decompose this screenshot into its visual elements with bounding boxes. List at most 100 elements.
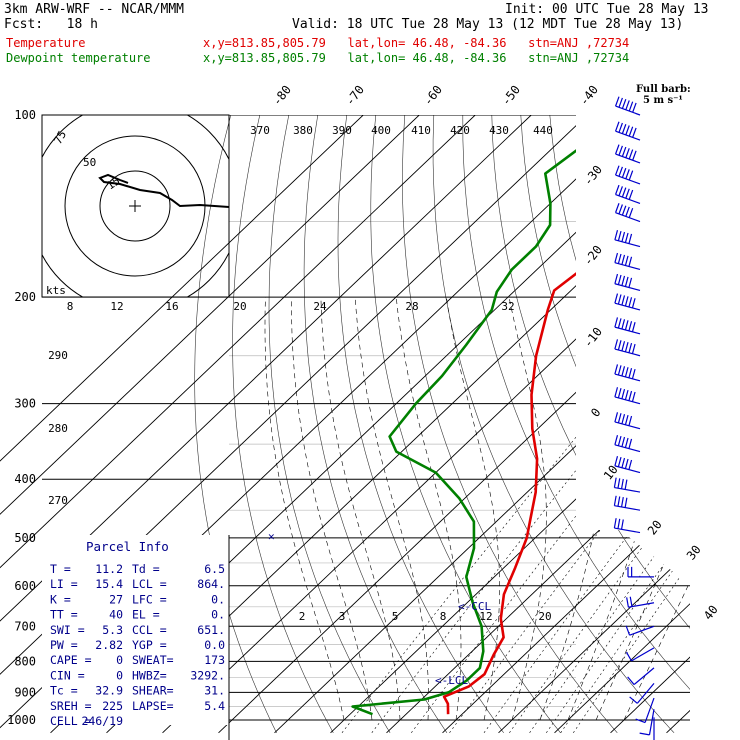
theta-labels: 370 380 390 400 410 420 430 440 290 280 270 xyxy=(48,124,553,507)
wind-barb xyxy=(626,596,655,608)
mixing-ratio-label: 2 xyxy=(299,610,306,623)
dry-adiabat xyxy=(549,115,690,734)
isotherm-label: 0 xyxy=(588,405,603,419)
isotherm-label: 30 xyxy=(684,543,704,563)
mixing-ratio-label: 20 xyxy=(233,300,246,313)
isotherm-label: -80 xyxy=(270,83,294,109)
mixing-ratio-label: 8 xyxy=(440,610,447,623)
dry-adiabat xyxy=(432,115,675,734)
parcel-info-cell: 0. xyxy=(211,592,225,606)
theta-label: 430 xyxy=(489,124,509,137)
isotherm-label: 20 xyxy=(645,518,665,538)
parcel-info-cell: CELL = xyxy=(50,714,92,728)
dry-adiabat xyxy=(303,115,448,733)
pressure-axis: 100 200 300 400 500 600 700 800 900 1000 xyxy=(7,108,36,727)
hodograph-ring-15: 15 xyxy=(104,174,122,192)
parcel-info-cell: TT = xyxy=(50,608,78,622)
wind-barb xyxy=(614,456,641,474)
hodograph-ring xyxy=(99,170,171,242)
moist-adiabat xyxy=(508,297,547,721)
theta-label: 420 xyxy=(450,124,470,137)
wind-barb xyxy=(614,230,641,248)
dry-adiabat xyxy=(607,115,690,734)
mixing-ratio-label: 20 xyxy=(538,610,551,623)
dry-adiabat xyxy=(665,115,690,734)
parcel-info-cell: PW = xyxy=(50,638,78,652)
parcel-info-cell: SWEAT= xyxy=(132,653,174,667)
mixing-ratio-label: 3 xyxy=(339,610,346,623)
parcel-info-cell: 40 xyxy=(109,608,123,622)
wind-barb xyxy=(614,252,641,271)
tc-marker: ✕ xyxy=(268,530,275,543)
diagram-grid xyxy=(0,115,740,734)
isotherm xyxy=(0,115,476,734)
theta-label: 400 xyxy=(371,124,391,137)
wind-barb xyxy=(615,165,641,185)
parcel-info-cell: 31. xyxy=(204,684,225,698)
mixing-ratio-label: 32 xyxy=(501,300,514,313)
isotherm-label: -20 xyxy=(581,243,605,269)
parcel-info-cell: CCL = xyxy=(132,623,167,637)
dry-adiabat xyxy=(724,115,740,733)
parcel-info-cell: 225 xyxy=(102,699,123,713)
pressure-label: 100 xyxy=(14,108,36,122)
full-barb-label: Full barb: xyxy=(636,84,691,95)
valid-time: Valid: 18 UTC Tue 28 May 13 (12 MDT Tue … xyxy=(292,17,684,32)
parcel-info-cell: HWBZ= xyxy=(132,668,167,682)
parcel-info-cell: 5.3 xyxy=(102,623,123,637)
hodograph-ring-75: 75 xyxy=(51,129,69,147)
isotherm xyxy=(218,115,690,734)
dry-adiabat xyxy=(232,115,334,733)
isotherm-label: 40 xyxy=(701,603,721,623)
pressure-label: 800 xyxy=(14,654,36,668)
wind-barb xyxy=(629,683,655,704)
parcel-info-cell: 864. xyxy=(197,577,225,591)
parcel-info-cell: SHEAR= xyxy=(132,684,174,698)
dry-adiabat xyxy=(578,115,690,734)
parcel-info-cell: T = xyxy=(50,562,71,576)
isotherm xyxy=(442,115,690,734)
wind-barbs xyxy=(613,96,655,740)
pressure-label: 900 xyxy=(14,685,36,699)
parcel-info-cell: 5.4 xyxy=(204,699,225,713)
theta-label: 390 xyxy=(332,124,352,137)
wind-barb xyxy=(615,96,641,116)
wind-barb xyxy=(614,364,641,382)
theta-label: 280 xyxy=(48,422,68,435)
wind-barb xyxy=(639,709,655,736)
isotherm xyxy=(0,115,364,734)
isotherm xyxy=(386,115,690,734)
theta-label: 370 xyxy=(250,124,270,137)
parcel-info-cell: LFC = xyxy=(132,592,167,606)
mixing-ratio-label: 5 xyxy=(392,610,399,623)
wind-barb xyxy=(613,518,641,534)
isotherm xyxy=(666,115,690,734)
hodograph-units: kts xyxy=(46,284,66,297)
parcel-info-cell: LAPSE= xyxy=(132,699,174,713)
wind-barb xyxy=(615,121,641,141)
moist-adiabat xyxy=(595,297,690,721)
mixing-ratio-label: 12 xyxy=(479,610,492,623)
profile-series xyxy=(351,119,690,716)
dewpoint-location: x,y=813.85,805.79 lat,lon= 46.48, -84.36… xyxy=(203,51,630,65)
wind-barb xyxy=(614,387,641,405)
parcel-info-cell: K = xyxy=(50,592,71,606)
isotherm-label: -60 xyxy=(421,83,445,109)
dry-adiabat xyxy=(520,115,690,734)
parcel-info-cell: 0. xyxy=(211,608,225,622)
moist-adiabat xyxy=(446,297,500,721)
wind-barb xyxy=(653,717,655,740)
parcel-info-cell: Td = xyxy=(132,562,160,576)
parcel-info-cell: 27 xyxy=(109,592,123,606)
pressure-label: 500 xyxy=(14,531,36,545)
wind-barb xyxy=(614,293,641,311)
parcel-info-cell: 246/19 xyxy=(81,714,123,728)
full-barb-value: 5 m s⁻¹ xyxy=(643,95,683,106)
parcel-info-cell: 32.9 xyxy=(95,684,123,698)
parcel-info-cell: Tc = xyxy=(50,684,78,698)
parcel-info-panel: Parcel Info T = 11.2 Td = 6.5 LI = 15.4 LCL = 8… xyxy=(42,535,230,740)
wind-barb xyxy=(625,625,655,636)
mixing-ratio-line xyxy=(483,355,690,733)
parcel-info-cell: 651. xyxy=(197,623,225,637)
